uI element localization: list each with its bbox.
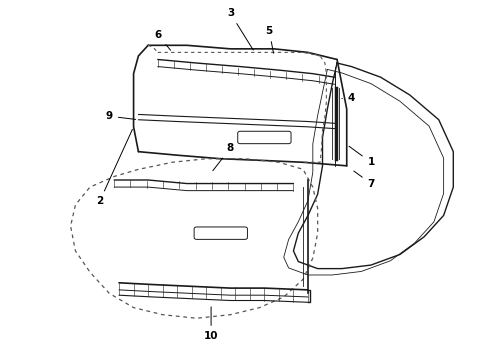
Text: 9: 9 — [106, 111, 136, 121]
Text: 3: 3 — [227, 8, 253, 50]
Text: 7: 7 — [354, 171, 375, 189]
FancyBboxPatch shape — [194, 227, 247, 239]
Text: 2: 2 — [96, 129, 132, 206]
Text: 6: 6 — [154, 30, 171, 50]
Text: 1: 1 — [349, 146, 374, 167]
Text: 5: 5 — [266, 26, 273, 53]
Text: 10: 10 — [204, 307, 219, 341]
Text: 4: 4 — [342, 94, 355, 103]
FancyBboxPatch shape — [238, 131, 291, 144]
Text: 8: 8 — [213, 143, 234, 171]
